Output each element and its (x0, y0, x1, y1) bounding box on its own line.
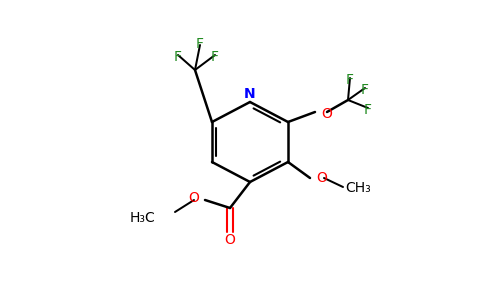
Text: F: F (211, 50, 219, 64)
Text: F: F (174, 50, 182, 64)
Text: O: O (316, 171, 327, 185)
Text: F: F (361, 83, 369, 97)
Text: O: O (225, 233, 235, 247)
Text: N: N (244, 87, 256, 101)
Text: CH₃: CH₃ (345, 181, 371, 195)
Text: O: O (188, 191, 199, 205)
Text: F: F (364, 103, 372, 117)
Text: F: F (196, 37, 204, 51)
Text: F: F (346, 73, 354, 87)
Text: H₃C: H₃C (129, 211, 155, 225)
Text: O: O (321, 107, 332, 121)
